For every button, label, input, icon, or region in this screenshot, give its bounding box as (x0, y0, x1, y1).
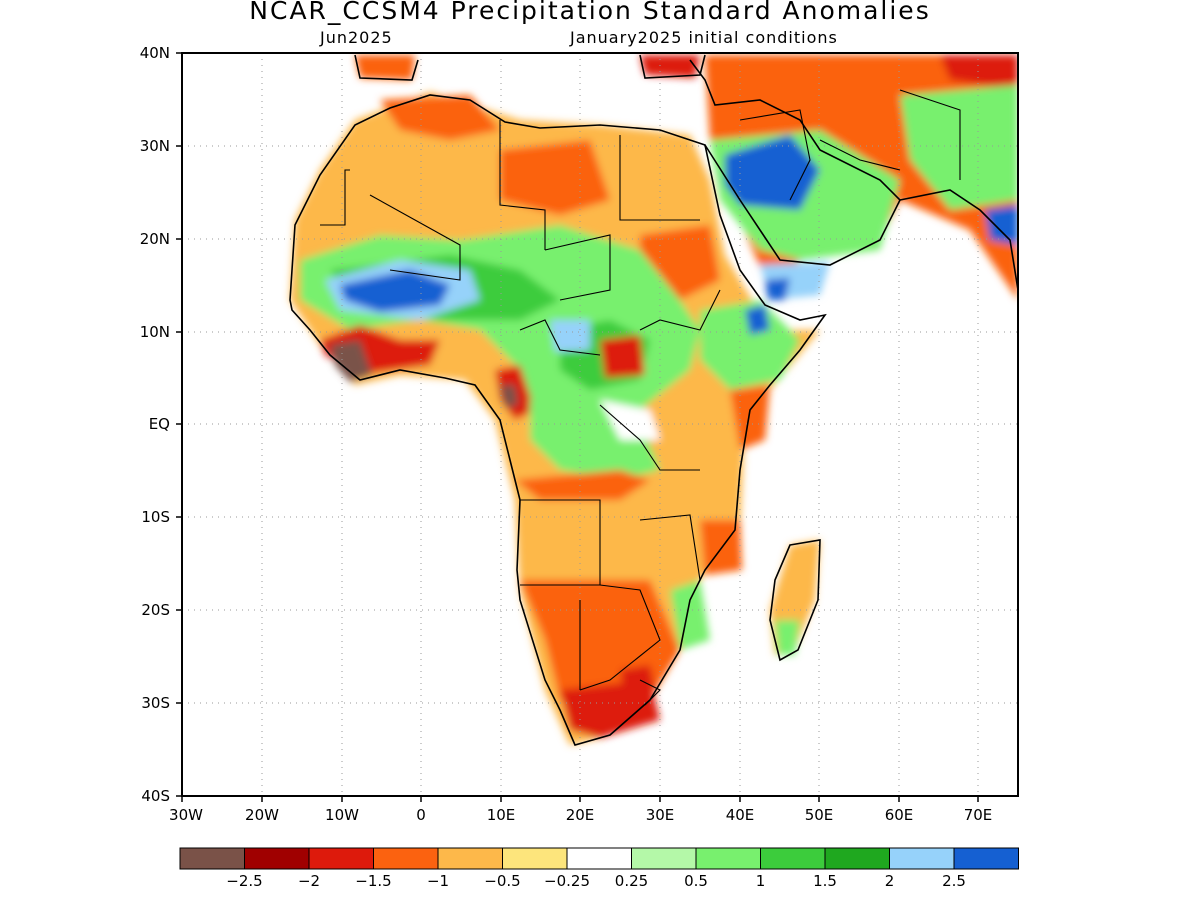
lat-tick-label: 30N (140, 137, 170, 155)
lat-tick-label: 20S (141, 601, 170, 619)
legend-label: 2 (885, 872, 895, 890)
legend-label: −2 (298, 872, 320, 890)
legend-label: 0.5 (684, 872, 708, 890)
coastlines (289, 54, 1018, 746)
legend-label: 0.25 (615, 872, 648, 890)
legend-label: −1.5 (355, 872, 391, 890)
legend-swatch (437, 847, 503, 870)
lon-tick-label: 40E (726, 806, 755, 824)
lat-tick-label: 20N (140, 230, 170, 248)
lat-tick-label: EQ (149, 415, 170, 433)
anomaly-field (290, 55, 1018, 745)
color-legend-labels: −2.5 −2 −1.5 −1 −0.5 −0.25 0.25 0.5 1 1.5 2 2.5 (226, 872, 966, 890)
legend-label: 1 (756, 872, 766, 890)
axis-ticks (176, 52, 979, 802)
lon-tick-label: 30W (169, 806, 203, 824)
legend-swatch (179, 847, 245, 870)
legend-swatch (695, 847, 761, 870)
lon-tick-label: 60E (885, 806, 914, 824)
lon-tick-label: 50E (805, 806, 834, 824)
lon-tick-label: 30E (646, 806, 675, 824)
lon-tick-labels: 30W 20W 10W 0 10E 20E 30E 40E 50E 60E 70… (169, 806, 992, 824)
legend-swatch (760, 847, 826, 870)
legend-label: −1 (427, 872, 449, 890)
legend-swatch (566, 847, 632, 870)
lon-tick-label: 70E (964, 806, 993, 824)
color-legend (179, 847, 1019, 870)
legend-label: −0.5 (484, 872, 520, 890)
map-title: NCAR_CCSM4 Precipitation Standard Anomal… (249, 0, 931, 25)
lat-tick-label: 30S (141, 694, 170, 712)
lon-tick-label: 10E (487, 806, 516, 824)
legend-label: 2.5 (942, 872, 966, 890)
lat-tick-label: 10S (141, 508, 170, 526)
plot-area (182, 53, 1018, 796)
lon-tick-label: 20E (566, 806, 595, 824)
lat-tick-label: 40S (141, 787, 170, 805)
lat-tick-label: 40N (140, 44, 170, 62)
legend-swatch (824, 847, 890, 870)
legend-swatch (308, 847, 374, 870)
legend-swatch (889, 847, 955, 870)
lat-tick-labels: 40N 30N 20N 10N EQ 10S 20S 30S 40S (140, 44, 170, 805)
legend-swatch (244, 847, 310, 870)
legend-label: −0.25 (544, 872, 590, 890)
legend-swatch (502, 847, 568, 870)
lon-tick-label: 20W (245, 806, 279, 824)
lat-tick-label: 10N (140, 323, 170, 341)
gridlines (182, 53, 1018, 796)
country-borders (320, 89, 961, 706)
legend-swatch (373, 847, 439, 870)
forecast-month: Jun2025 (320, 28, 393, 47)
initial-conditions: January2025 initial conditions (570, 28, 838, 47)
legend-swatch (953, 847, 1019, 870)
legend-label: −2.5 (226, 872, 262, 890)
legend-label: 1.5 (813, 872, 837, 890)
legend-swatch (631, 847, 697, 870)
lon-tick-label: 10W (325, 806, 359, 824)
lon-tick-label: 0 (416, 806, 426, 824)
